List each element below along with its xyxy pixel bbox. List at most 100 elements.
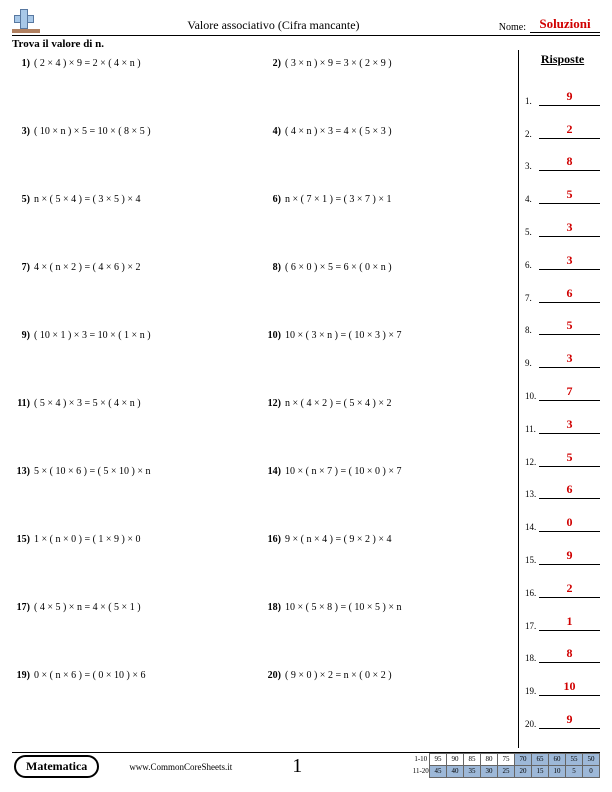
problem-number: 1) bbox=[12, 58, 34, 69]
problem-number: 7) bbox=[12, 262, 34, 273]
problem: 15)1 × ( n × 0 ) = ( 1 × 9 ) × 0 bbox=[12, 532, 263, 600]
problem: 6)n × ( 7 × 1 ) = ( 3 × 7 ) × 1 bbox=[263, 192, 514, 260]
answer-number: 1. bbox=[525, 96, 539, 106]
answer-value: 9 bbox=[539, 548, 600, 565]
name-value: Soluzioni bbox=[530, 16, 600, 33]
answer-number: 6. bbox=[525, 260, 539, 270]
answer-value: 3 bbox=[539, 253, 600, 270]
problem-number: 9) bbox=[12, 330, 34, 341]
answer-number: 8. bbox=[525, 325, 539, 335]
answer-row: 20.9 bbox=[525, 696, 600, 729]
problem-equation: 9 × ( n × 4 ) = ( 9 × 2 ) × 4 bbox=[285, 534, 392, 545]
problem: 1)( 2 × 4 ) × 9 = 2 × ( 4 × n ) bbox=[12, 56, 263, 124]
problem-equation: ( 9 × 0 ) × 2 = n × ( 0 × 2 ) bbox=[285, 670, 392, 681]
problem: 5)n × ( 5 × 4 ) = ( 3 × 5 ) × 4 bbox=[12, 192, 263, 260]
score-cell: 45 bbox=[430, 766, 447, 778]
problem: 17)( 4 × 5 ) × n = 4 × ( 5 × 1 ) bbox=[12, 600, 263, 668]
problem-equation: 10 × ( n × 7 ) = ( 10 × 0 ) × 7 bbox=[285, 466, 402, 477]
problem-equation: 1 × ( n × 0 ) = ( 1 × 9 ) × 0 bbox=[34, 534, 141, 545]
answer-value: 10 bbox=[539, 679, 600, 696]
answer-value: 8 bbox=[539, 154, 600, 171]
answer-row: 3.8 bbox=[525, 139, 600, 172]
problem-number: 12) bbox=[263, 398, 285, 409]
score-cell: 95 bbox=[430, 754, 447, 766]
answer-value: 8 bbox=[539, 646, 600, 663]
answer-value: 9 bbox=[539, 89, 600, 106]
score-cell: 15 bbox=[532, 766, 549, 778]
problem: 3)( 10 × n ) × 5 = 10 × ( 8 × 5 ) bbox=[12, 124, 263, 192]
problem-equation: 4 × ( n × 2 ) = ( 4 × 6 ) × 2 bbox=[34, 262, 141, 273]
answer-row: 17.1 bbox=[525, 598, 600, 631]
answer-value: 2 bbox=[539, 122, 600, 139]
answer-number: 7. bbox=[525, 293, 539, 303]
score-cell: 20 bbox=[515, 766, 532, 778]
problem: 7)4 × ( n × 2 ) = ( 4 × 6 ) × 2 bbox=[12, 260, 263, 328]
problem-number: 8) bbox=[263, 262, 285, 273]
problem-number: 4) bbox=[263, 126, 285, 137]
problem-number: 3) bbox=[12, 126, 34, 137]
problem: 2)( 3 × n ) × 9 = 3 × ( 2 × 9 ) bbox=[263, 56, 514, 124]
answers-title: Risposte bbox=[525, 52, 600, 67]
problem-equation: ( 4 × n ) × 3 = 4 × ( 5 × 3 ) bbox=[285, 126, 392, 137]
answer-number: 12. bbox=[525, 457, 539, 467]
footer: Matematica www.CommonCoreSheets.it 1 1-1… bbox=[12, 752, 600, 780]
score-cell: 75 bbox=[498, 754, 515, 766]
score-cell: 70 bbox=[515, 754, 532, 766]
problem-number: 20) bbox=[263, 670, 285, 681]
problem: 11)( 5 × 4 ) × 3 = 5 × ( 4 × n ) bbox=[12, 396, 263, 464]
score-cell: 0 bbox=[583, 766, 600, 778]
score-cell: 50 bbox=[583, 754, 600, 766]
answer-number: 3. bbox=[525, 161, 539, 171]
problem-equation: ( 10 × n ) × 5 = 10 × ( 8 × 5 ) bbox=[34, 126, 151, 137]
answer-value: 3 bbox=[539, 417, 600, 434]
answer-row: 15.9 bbox=[525, 532, 600, 565]
problem-number: 2) bbox=[263, 58, 285, 69]
score-row-label: 1-10 bbox=[413, 754, 430, 766]
answer-number: 15. bbox=[525, 555, 539, 565]
problem-number: 14) bbox=[263, 466, 285, 477]
problem: 19)0 × ( n × 6 ) = ( 0 × 10 ) × 6 bbox=[12, 668, 263, 736]
score-row-label: 11-20 bbox=[413, 766, 430, 778]
problem: 16)9 × ( n × 4 ) = ( 9 × 2 ) × 4 bbox=[263, 532, 514, 600]
score-cell: 90 bbox=[447, 754, 464, 766]
problem-number: 17) bbox=[12, 602, 34, 613]
answer-value: 5 bbox=[539, 318, 600, 335]
problem-equation: ( 4 × 5 ) × n = 4 × ( 5 × 1 ) bbox=[34, 602, 141, 613]
problem-equation: n × ( 4 × 2 ) = ( 5 × 4 ) × 2 bbox=[285, 398, 392, 409]
answer-row: 13.6 bbox=[525, 467, 600, 500]
answer-row: 10.7 bbox=[525, 368, 600, 401]
worksheet-title: Valore associativo (Cifra mancante) bbox=[48, 18, 499, 33]
problem: 20)( 9 × 0 ) × 2 = n × ( 0 × 2 ) bbox=[263, 668, 514, 736]
problem: 18)10 × ( 5 × 8 ) = ( 10 × 5 ) × n bbox=[263, 600, 514, 668]
problem-equation: ( 3 × n ) × 9 = 3 × ( 2 × 9 ) bbox=[285, 58, 392, 69]
answer-row: 6.3 bbox=[525, 237, 600, 270]
score-cell: 65 bbox=[532, 754, 549, 766]
problem-number: 6) bbox=[263, 194, 285, 205]
answer-number: 5. bbox=[525, 227, 539, 237]
problem-equation: ( 5 × 4 ) × 3 = 5 × ( 4 × n ) bbox=[34, 398, 141, 409]
answer-row: 9.3 bbox=[525, 335, 600, 368]
score-cell: 35 bbox=[464, 766, 481, 778]
logo-icon bbox=[12, 9, 40, 33]
problem-number: 13) bbox=[12, 466, 34, 477]
page-number: 1 bbox=[292, 755, 302, 778]
name-label: Nome: bbox=[499, 22, 526, 33]
score-cell: 80 bbox=[481, 754, 498, 766]
score-cell: 60 bbox=[549, 754, 566, 766]
subject-box: Matematica bbox=[14, 755, 99, 778]
score-cell: 10 bbox=[549, 766, 566, 778]
site-url: www.CommonCoreSheets.it bbox=[129, 762, 232, 772]
problem-equation: 10 × ( 3 × n ) = ( 10 × 3 ) × 7 bbox=[285, 330, 402, 341]
score-cell: 85 bbox=[464, 754, 481, 766]
answer-row: 7.6 bbox=[525, 270, 600, 303]
problem-number: 18) bbox=[263, 602, 285, 613]
answer-row: 19.10 bbox=[525, 663, 600, 696]
answer-row: 4.5 bbox=[525, 171, 600, 204]
problem: 12)n × ( 4 × 2 ) = ( 5 × 4 ) × 2 bbox=[263, 396, 514, 464]
problem-equation: ( 2 × 4 ) × 9 = 2 × ( 4 × n ) bbox=[34, 58, 141, 69]
answer-number: 16. bbox=[525, 588, 539, 598]
answer-row: 14.0 bbox=[525, 499, 600, 532]
problem-number: 15) bbox=[12, 534, 34, 545]
problem-equation: n × ( 5 × 4 ) = ( 3 × 5 ) × 4 bbox=[34, 194, 141, 205]
header: Valore associativo (Cifra mancante) Nome… bbox=[12, 12, 600, 36]
